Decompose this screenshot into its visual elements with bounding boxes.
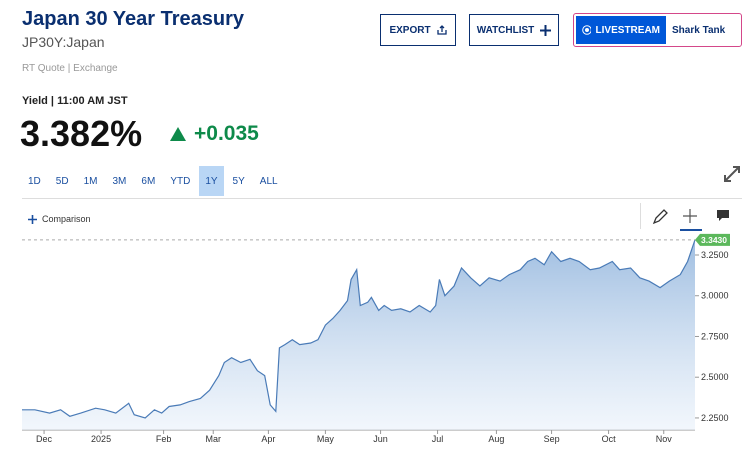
export-button[interactable]: EXPORT (380, 14, 456, 46)
x-tick-label: Dec (36, 434, 53, 444)
symbol: JP30Y:Japan (22, 34, 105, 50)
x-tick-label: Feb (156, 434, 172, 444)
show-name: Shark Tank (672, 24, 726, 36)
plus-icon (540, 24, 552, 36)
last-value-tag (695, 233, 730, 246)
livestream-label: LIVESTREAM (595, 24, 660, 36)
chart-tools (640, 203, 729, 231)
range-tab[interactable]: 1D (28, 175, 41, 187)
range-tab[interactable]: ALL (259, 175, 278, 187)
live-icon (582, 25, 591, 35)
watchlist-label: WATCHLIST (476, 24, 535, 36)
y-tick-label: 3.0000 (701, 291, 729, 301)
range-tab[interactable]: 6M (141, 175, 156, 187)
watchlist-button[interactable]: WATCHLIST (469, 14, 559, 46)
x-tick-label: Sep (544, 434, 560, 444)
divider (22, 198, 742, 199)
yield-label: Yield | 11:00 AM JST (22, 95, 128, 107)
x-tick-label: Apr (261, 434, 275, 444)
y-tick-label: 2.5000 (701, 372, 729, 382)
y-tick-label: 2.7500 (701, 331, 729, 341)
x-tick-label: Mar (205, 434, 221, 444)
x-tick-label: Jun (373, 434, 388, 444)
plus-icon (28, 214, 37, 224)
range-tab[interactable]: 5Y (232, 175, 245, 187)
title: Japan 30 Year Treasury (22, 8, 245, 30)
livestream-tag: LIVESTREAM (576, 16, 666, 44)
range-tab[interactable]: 1M (83, 175, 98, 187)
annotation-tool[interactable] (717, 210, 729, 221)
y-tick-label: 2.2500 (701, 413, 729, 423)
crosshair-tool[interactable] (683, 209, 697, 223)
x-tick-label: May (317, 434, 335, 444)
area (22, 239, 695, 430)
comparison-label: Comparison (42, 214, 91, 224)
last-value-label: 3.3430 (701, 235, 727, 245)
x-tick-label: Aug (488, 434, 504, 444)
range-tab[interactable]: 5D (55, 175, 69, 187)
draw-tool[interactable] (652, 209, 668, 225)
quote-source: RT Quote | Exchange (22, 63, 118, 74)
y-tick-label: 3.2500 (701, 250, 729, 260)
x-tick-label: Jul (432, 434, 444, 444)
range-tab[interactable]: 3M (112, 175, 127, 187)
range-tabs: 1D 5D 1M 3M 6M YTD 1Y 5Y ALL (22, 166, 287, 196)
export-label: EXPORT (389, 24, 431, 36)
x-tick-label: Oct (602, 434, 617, 444)
range-tab[interactable]: 1Y (199, 166, 224, 196)
range-tab[interactable]: YTD (170, 175, 191, 187)
change: +0.035 (194, 122, 259, 145)
expand-icon[interactable] (723, 165, 741, 183)
line (22, 239, 696, 419)
x-tick-label: 2025 (91, 434, 111, 444)
livestream-button[interactable]: LIVESTREAM Shark Tank (573, 13, 742, 47)
last-price: 3.382% (20, 113, 143, 154)
up-arrow (170, 127, 186, 141)
comparison-button[interactable]: Comparison (28, 214, 91, 224)
x-tick-label: Nov (656, 434, 673, 444)
export-icon (436, 25, 447, 35)
